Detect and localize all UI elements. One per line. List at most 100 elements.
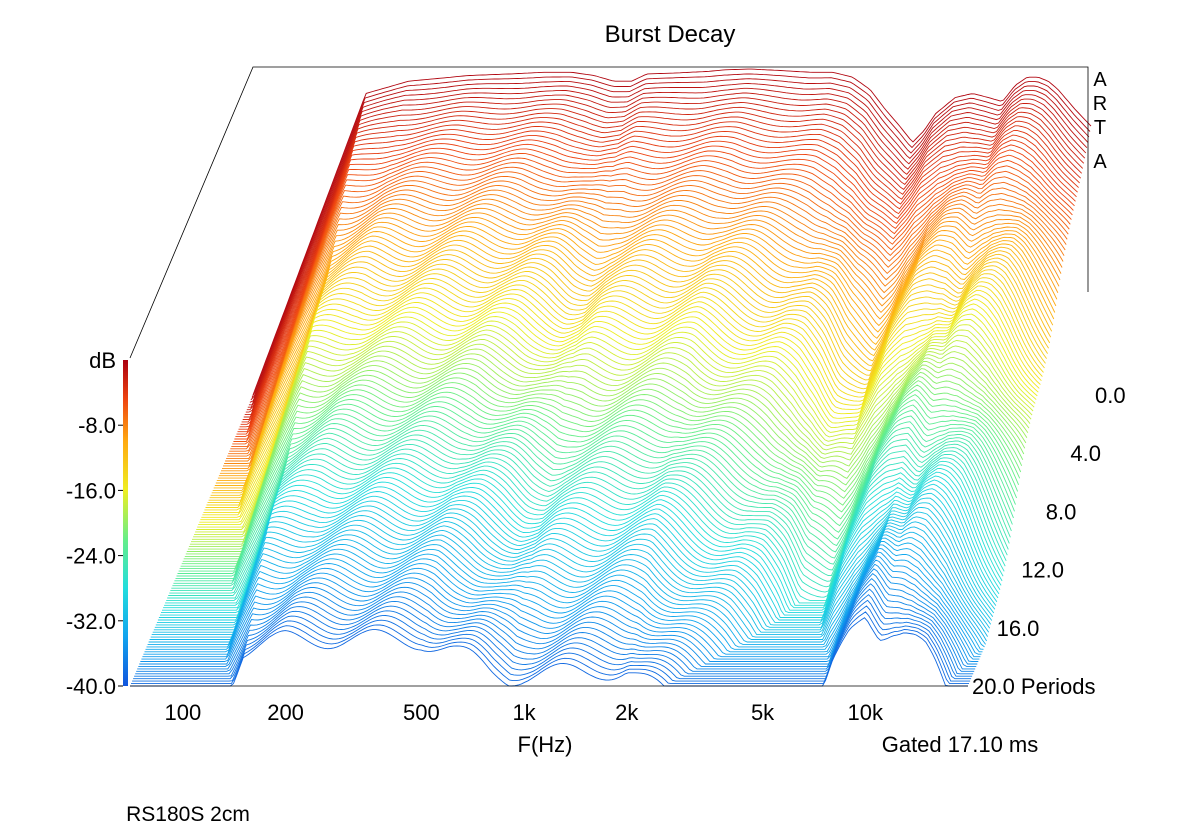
depth-tick-label: 0.0 bbox=[1095, 383, 1126, 408]
decay-slice bbox=[199, 308, 1038, 523]
decay-slice bbox=[216, 230, 1056, 482]
z-tick-label: -40.0 bbox=[66, 674, 116, 699]
decay-slice bbox=[242, 116, 1082, 420]
chart-title: Burst Decay bbox=[605, 21, 736, 48]
decay-slice bbox=[209, 263, 1048, 499]
decay-slice bbox=[252, 68, 1092, 396]
x-axis-label: F(Hz) bbox=[518, 732, 573, 757]
decay-slice bbox=[239, 130, 1078, 428]
decay-slice bbox=[191, 348, 1030, 543]
decay-slice bbox=[241, 121, 1080, 423]
decay-slice bbox=[224, 198, 1063, 464]
decay-slice bbox=[223, 203, 1062, 467]
decay-slice bbox=[230, 171, 1069, 450]
decay-slice bbox=[232, 162, 1071, 445]
decay-slice bbox=[234, 153, 1073, 440]
x-tick-label: 1k bbox=[512, 700, 536, 725]
decay-slice bbox=[130, 617, 968, 687]
depth-tick-label: 12.0 bbox=[1021, 558, 1064, 583]
decay-slice bbox=[198, 313, 1037, 526]
x-tick-label: 200 bbox=[267, 700, 304, 725]
svg-text:A: A bbox=[1093, 151, 1107, 173]
decay-slice bbox=[202, 294, 1041, 516]
svg-text:T: T bbox=[1094, 117, 1106, 139]
decay-slice bbox=[240, 126, 1079, 425]
decay-slice bbox=[248, 87, 1088, 406]
decay-slice bbox=[227, 185, 1066, 457]
z-tick-label: -16.0 bbox=[66, 478, 116, 503]
svg-text:A: A bbox=[1093, 69, 1107, 91]
decay-slice bbox=[151, 521, 991, 636]
decay-slice bbox=[236, 143, 1075, 435]
decay-slice bbox=[146, 541, 985, 648]
decay-slice bbox=[211, 254, 1051, 494]
x-tick-label: 2k bbox=[615, 700, 639, 725]
decay-slice bbox=[244, 106, 1084, 416]
z-tick-label: -32.0 bbox=[66, 609, 116, 634]
decay-slice bbox=[189, 353, 1029, 545]
decay-slice bbox=[250, 78, 1090, 401]
decay-slice bbox=[160, 483, 999, 616]
decay-slice bbox=[149, 531, 988, 640]
decay-slice bbox=[194, 334, 1033, 535]
decay-slice bbox=[163, 471, 1002, 609]
depth-tick-label: 16.0 bbox=[997, 616, 1040, 641]
decay-slice bbox=[233, 157, 1072, 442]
decay-slice bbox=[213, 244, 1053, 489]
decay-slice bbox=[225, 194, 1064, 462]
decay-slice bbox=[183, 380, 1023, 560]
decay-slice bbox=[143, 551, 982, 655]
waterfall-plot bbox=[130, 68, 1092, 687]
decay-slice bbox=[168, 453, 1007, 596]
decay-slice bbox=[229, 175, 1068, 452]
decay-slice bbox=[222, 207, 1061, 469]
depth-axis-ticks: 0.0 4.0 8.0 12.0 16.0 20.0 Periods bbox=[972, 383, 1126, 699]
color-scale-bar bbox=[123, 360, 128, 686]
decay-slice bbox=[215, 235, 1055, 484]
decay-slice bbox=[169, 448, 1008, 594]
decay-slice bbox=[166, 460, 1005, 601]
footer-label: RS180S 2cm bbox=[126, 803, 250, 826]
arta-watermark: A R T A bbox=[1093, 69, 1108, 173]
decay-slice bbox=[170, 443, 1009, 592]
decay-slice bbox=[247, 92, 1087, 408]
decay-slice bbox=[237, 139, 1076, 433]
decay-slice bbox=[214, 239, 1054, 486]
decay-slice bbox=[206, 277, 1045, 506]
decay-slice bbox=[175, 420, 1014, 579]
decay-slice bbox=[164, 468, 1003, 606]
decay-slice bbox=[218, 221, 1058, 477]
decay-slice bbox=[245, 102, 1085, 413]
decay-slice bbox=[212, 249, 1052, 491]
decay-slice bbox=[192, 343, 1031, 540]
decay-slice bbox=[238, 134, 1077, 430]
decay-slice bbox=[231, 166, 1070, 447]
decay-slice bbox=[205, 281, 1044, 508]
decay-slice bbox=[142, 555, 981, 658]
decay-slice bbox=[235, 148, 1074, 438]
decay-slice bbox=[153, 511, 993, 631]
decay-slice bbox=[219, 216, 1059, 474]
x-axis-ticks: 100 200 500 1k 2k 5k 10k bbox=[164, 700, 884, 725]
decay-slice bbox=[162, 475, 1001, 611]
decay-slice bbox=[195, 329, 1034, 533]
decay-slice bbox=[251, 73, 1091, 398]
decay-slice bbox=[174, 424, 1013, 582]
decay-slice bbox=[221, 212, 1060, 472]
back-plane-frame bbox=[129, 66, 1089, 359]
depth-tick-label: 8.0 bbox=[1046, 499, 1077, 524]
decay-slice bbox=[182, 384, 1022, 562]
decay-slice bbox=[150, 526, 990, 638]
x-tick-label: 100 bbox=[164, 700, 201, 725]
decay-slice bbox=[204, 285, 1043, 511]
decay-slice bbox=[158, 488, 998, 618]
svg-text:R: R bbox=[1093, 93, 1107, 115]
z-axis-ticks: -8.0 -16.0 -24.0 -32.0 -40.0 bbox=[66, 413, 123, 699]
z-axis-label: dB bbox=[89, 348, 116, 373]
decay-slice bbox=[172, 434, 1011, 587]
decay-slice bbox=[217, 225, 1057, 479]
decay-slice bbox=[165, 464, 1004, 604]
decay-slice bbox=[187, 362, 1027, 550]
decay-slice bbox=[201, 298, 1040, 518]
